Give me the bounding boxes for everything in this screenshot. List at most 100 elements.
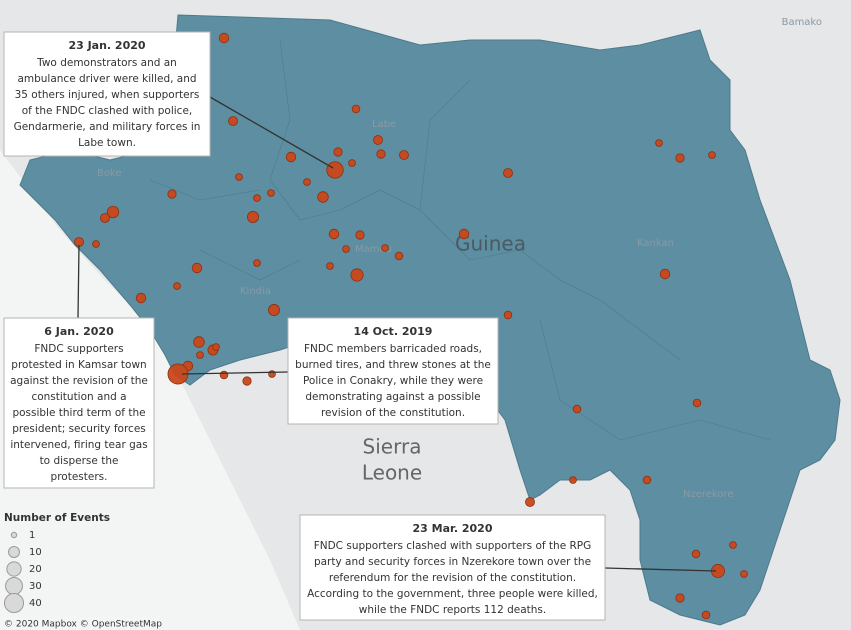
annotation-text: president; security forces [12, 423, 146, 435]
legend-label: 40 [29, 598, 42, 609]
event-dot [740, 570, 748, 578]
event-dot [503, 168, 513, 178]
event-dot [106, 205, 120, 219]
event-dot [268, 304, 280, 316]
event-dot [655, 139, 663, 147]
place-label: Labe [372, 119, 396, 130]
annotations: 23 Jan. 2020 Two demonstrators and an ambu… [3, 31, 606, 621]
place-label: Kankan [637, 238, 674, 249]
place-label: Bamako [782, 17, 822, 28]
event-dot [503, 310, 513, 320]
event-dot [317, 191, 329, 203]
event-dot [167, 189, 177, 199]
annotation-text: FNDC supporters clashed with supporters … [314, 540, 592, 552]
annotation-text: protested in Kamsar town [11, 359, 146, 371]
event-dot [218, 32, 230, 44]
annotation-title: 23 Jan. 2020 [68, 39, 145, 52]
place-label: Sierra [363, 435, 422, 459]
event-dot [675, 153, 685, 163]
event-dot [253, 259, 261, 267]
arrow [209, 96, 334, 169]
legend-symbol [6, 561, 22, 577]
event-dot [267, 189, 275, 197]
event-dot [399, 150, 409, 160]
attribution: © 2020 Mapbox © OpenStreetMap [4, 620, 162, 630]
annotation-text: protesters. [51, 471, 108, 483]
event-dot [92, 240, 100, 248]
annotation-title: 14 Oct. 2019 [354, 325, 433, 338]
annotation-arrows [77, 96, 717, 572]
event-dot [212, 343, 220, 351]
annotation-text: possible third term of the [12, 407, 145, 419]
event-dot [394, 251, 404, 261]
annotation-text: Labe town. [78, 137, 136, 149]
annotation-text: FNDC supporters [34, 343, 123, 355]
annotation-box [299, 514, 606, 621]
event-dot [376, 149, 386, 159]
event-dot [135, 292, 147, 304]
event-dot [729, 541, 737, 549]
annotation-text: 35 others injured, when supporters [15, 89, 200, 101]
event-dot [173, 282, 181, 290]
event-dot [642, 475, 652, 485]
legend-symbol [3, 592, 25, 614]
attribution-bg [0, 617, 160, 630]
annotation-box [3, 31, 211, 157]
event-dot [285, 151, 297, 163]
event-dot [350, 268, 364, 282]
legend-label: 1 [29, 530, 35, 541]
event-dot [708, 151, 716, 159]
legend-symbol [8, 546, 20, 558]
event-dot [328, 228, 340, 240]
event-dot [355, 230, 365, 240]
event-dot [692, 398, 702, 408]
annotation-text: intervened, firing tear gas [10, 439, 147, 451]
annotation-text: Two demonstrators and an [36, 57, 177, 69]
event-dot [373, 135, 383, 145]
event-dot [701, 610, 711, 620]
annotation-text: referendum for the revision of the const… [329, 572, 576, 584]
annotation-text: revision of the constitution. [321, 407, 465, 419]
event-dot [253, 194, 261, 202]
place-label: Mamou [355, 244, 392, 255]
place-label: Nzerekore [683, 489, 734, 500]
event-dot [691, 549, 701, 559]
event-dot [381, 244, 389, 252]
annotation-text: to disperse the [40, 455, 119, 467]
place-label: Leone [362, 461, 422, 485]
event-dot [525, 497, 535, 507]
legend: Number of Events 1 10 20 30 40 [3, 512, 110, 614]
legend-label: 20 [29, 564, 42, 575]
annotation-title: 6 Jan. 2020 [44, 325, 114, 338]
annotation-text: burned tires, and threw stones at the [295, 359, 491, 371]
event-dot [247, 211, 259, 223]
event-dot [659, 268, 671, 280]
place-label: Boke [97, 168, 122, 179]
event-dot [326, 262, 334, 270]
annotation-text: while the FNDC reports 112 deaths. [359, 604, 547, 616]
event-dot [351, 104, 361, 114]
event-dot [326, 161, 344, 179]
place-label: Kindia [240, 286, 271, 297]
event-dot [196, 351, 204, 359]
event-dot [569, 476, 577, 484]
annotation-box [3, 317, 155, 489]
event-dot [100, 213, 110, 223]
annotation-text: party and security forces in Nzerekore t… [314, 556, 591, 568]
legend-label: 10 [29, 547, 42, 558]
annotation-text: of the FNDC clashed with police, [22, 105, 193, 117]
annotation-text: demonstrating against a possible [305, 391, 480, 403]
event-dot [342, 245, 350, 253]
arrow [181, 371, 289, 375]
event-dot [333, 147, 343, 157]
event-dot [303, 178, 311, 186]
legend-label: 30 [29, 581, 42, 592]
legend-symbol [10, 531, 18, 539]
annotation-text: ambulance driver were killed, and [17, 73, 196, 85]
event-dot [193, 336, 205, 348]
legend-symbol [5, 577, 23, 595]
annotation-title: 23 Mar. 2020 [413, 522, 493, 535]
annotation-text: constitution and a [31, 391, 126, 403]
annotation-text: Police in Conakry, while they were [303, 375, 483, 387]
